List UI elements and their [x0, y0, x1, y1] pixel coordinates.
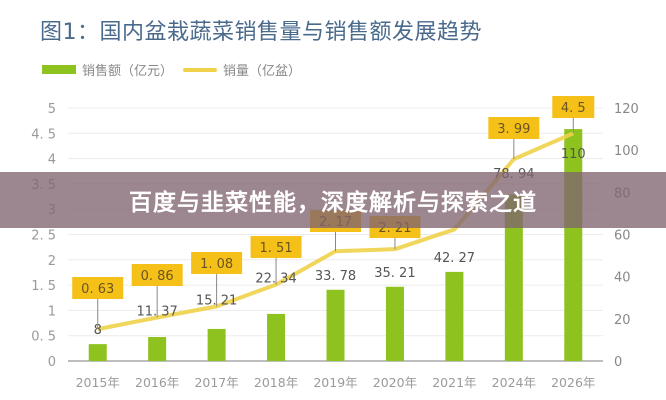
- left-axis-tick: 1. 5: [31, 279, 56, 294]
- right-axis-tick: 60: [614, 229, 631, 244]
- left-axis-tick: 4. 5: [31, 127, 56, 142]
- x-axis-label: 2021年: [432, 375, 476, 390]
- left-axis-tick: 0. 5: [31, 330, 56, 345]
- right-axis-tick: 120: [614, 102, 639, 117]
- line-value-label: 4. 5: [561, 101, 586, 116]
- bar: [564, 129, 583, 361]
- bar-value-label: 35. 21: [374, 266, 415, 281]
- left-axis-tick: 1: [48, 304, 56, 319]
- bar: [207, 328, 226, 361]
- line-value-label: 1. 08: [200, 257, 233, 272]
- line-value-box: [250, 236, 302, 258]
- x-axis-label: 2016年: [135, 375, 179, 390]
- bar: [88, 344, 107, 361]
- bar: [148, 337, 167, 361]
- bar: [445, 271, 464, 361]
- bar: [504, 194, 523, 361]
- legend-bar-swatch: [42, 65, 76, 74]
- x-axis-label: 2020年: [373, 375, 417, 390]
- x-axis-label: 2017年: [194, 375, 238, 390]
- legend-line-label: 销量（亿盆）: [223, 64, 302, 79]
- banner-text: 百度与韭菜性能，深度解析与探索之道: [129, 190, 537, 216]
- line-value-box: [72, 277, 124, 299]
- chart-title: 图1：国内盆栽蔬菜销售量与销售额发展趋势: [40, 20, 482, 45]
- line-value-label: 1. 51: [260, 241, 293, 256]
- left-axis-tick: 2: [48, 254, 56, 269]
- x-axis-label: 2024年: [492, 375, 536, 390]
- right-axis-tick: 40: [614, 271, 631, 286]
- legend-bar-label: 销售额（亿元）: [82, 64, 174, 79]
- legend-line-swatch: [183, 67, 218, 72]
- bar-value-label: 110: [561, 147, 586, 162]
- left-axis-tick: 5: [48, 102, 56, 117]
- bar: [267, 313, 286, 361]
- bar: [385, 286, 404, 361]
- line-value-box: [191, 252, 243, 274]
- line-value-label: 3. 99: [497, 122, 530, 137]
- right-axis-tick: 20: [614, 313, 631, 328]
- bar-value-label: 33. 78: [315, 269, 356, 284]
- line-value-label: 0. 63: [81, 282, 114, 297]
- line-value-box: [488, 117, 540, 139]
- bar-value-label: 8: [94, 323, 102, 338]
- x-axis-label: 2026年: [551, 375, 595, 390]
- line-value-box: [131, 264, 183, 286]
- left-axis-tick: 4: [48, 153, 56, 168]
- line-value-box: [552, 96, 595, 118]
- x-axis-label: 2019年: [313, 375, 357, 390]
- line-value-label: 0. 86: [141, 269, 174, 284]
- right-axis-tick: 100: [614, 144, 639, 159]
- bar: [326, 289, 345, 361]
- right-axis-tick: 0: [614, 355, 622, 370]
- overlay-banner: 百度与韭菜性能，深度解析与探索之道: [0, 172, 666, 228]
- legend: 销售额（亿元） 销量（亿盆）: [42, 60, 301, 79]
- bar-value-label: 42. 27: [434, 251, 475, 266]
- left-axis-tick: 2. 5: [31, 229, 56, 244]
- left-axis-tick: 0: [48, 355, 56, 370]
- x-axis-label: 2018年: [254, 375, 298, 390]
- x-axis-label: 2015年: [76, 375, 120, 390]
